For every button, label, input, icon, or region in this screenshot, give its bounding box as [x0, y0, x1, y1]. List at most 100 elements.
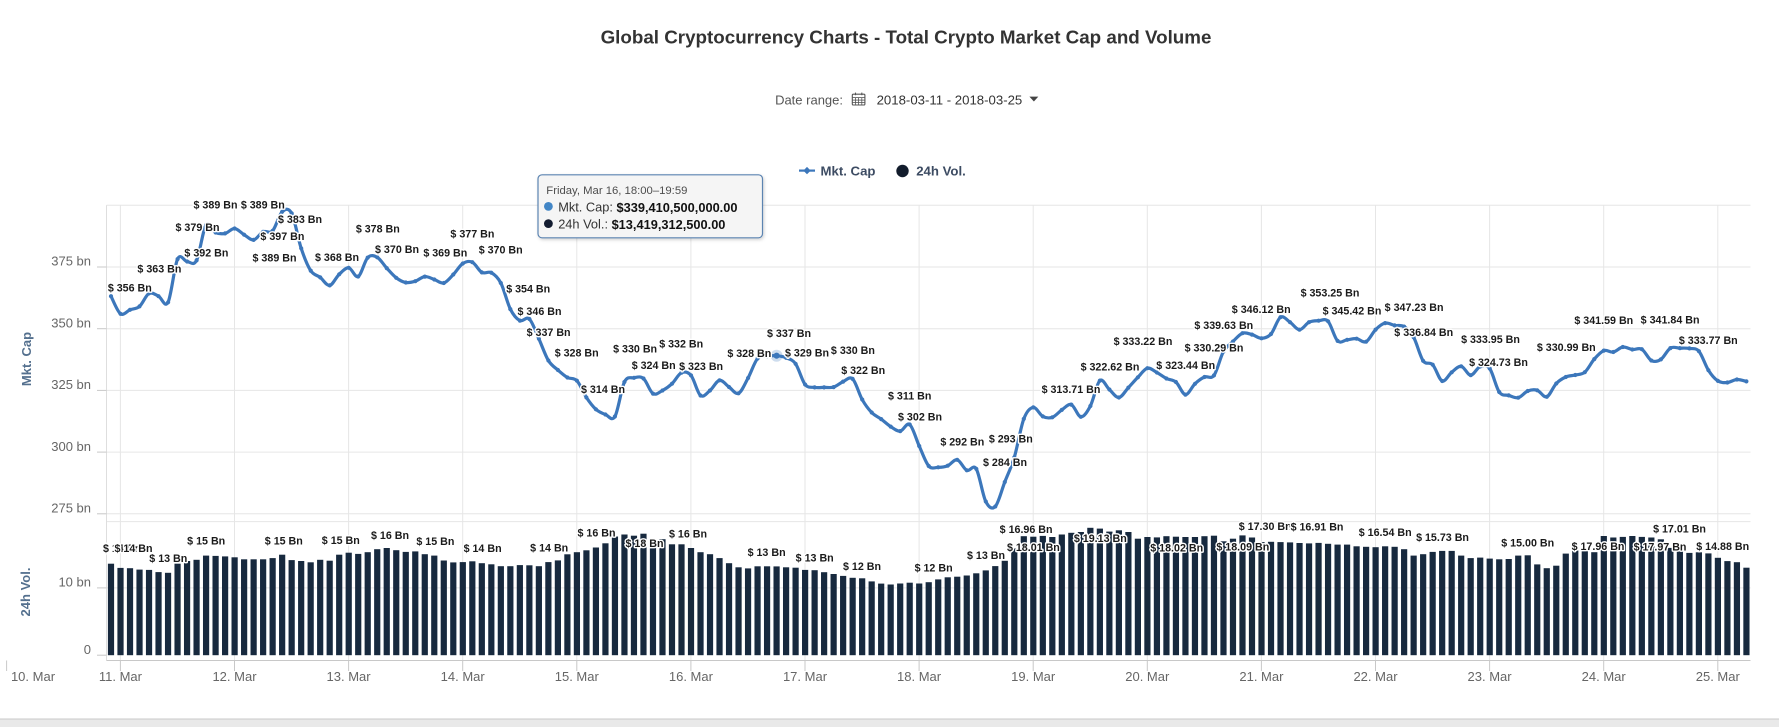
- svg-text:24h Vol.: 24h Vol.: [916, 163, 966, 178]
- svg-text:$ 389 Bn: $ 389 Bn: [241, 199, 285, 211]
- svg-text:$ 322.62 Bn: $ 322.62 Bn: [1081, 362, 1140, 374]
- svg-text:17. Mar: 17. Mar: [783, 669, 828, 684]
- svg-text:$ 15 Bn: $ 15 Bn: [416, 536, 454, 548]
- svg-text:21. Mar: 21. Mar: [1239, 669, 1284, 684]
- svg-text:$ 16.54 Bn: $ 16.54 Bn: [1359, 527, 1412, 539]
- svg-text:10. Mar: 10. Mar: [11, 669, 56, 684]
- svg-text:$ 12 Bn: $ 12 Bn: [915, 563, 953, 575]
- svg-text:300 bn: 300 bn: [51, 439, 91, 454]
- svg-text:$ 16 Bn: $ 16 Bn: [577, 527, 615, 539]
- svg-text:$ 18.09 Bn: $ 18.09 Bn: [1216, 542, 1269, 554]
- svg-text:$ 383 Bn: $ 383 Bn: [278, 214, 322, 226]
- svg-text:$ 378 Bn: $ 378 Bn: [356, 224, 400, 236]
- svg-text:$ 330 Bn: $ 330 Bn: [831, 345, 875, 357]
- svg-text:$ 313.71 Bn: $ 313.71 Bn: [1042, 384, 1101, 396]
- svg-text:$ 330.29 Bn: $ 330.29 Bn: [1185, 343, 1244, 355]
- svg-text:$ 314 Bn: $ 314 Bn: [581, 384, 625, 396]
- svg-text:$ 324 Bn: $ 324 Bn: [632, 360, 676, 372]
- svg-text:350 bn: 350 bn: [51, 315, 91, 330]
- svg-text:$ 13 Bn: $ 13 Bn: [748, 547, 786, 559]
- svg-text:$ 12 Bn: $ 12 Bn: [843, 561, 881, 573]
- svg-text:Global Cryptocurrency Charts -: Global Cryptocurrency Charts - Total Cry…: [601, 27, 1212, 48]
- svg-text:16. Mar: 16. Mar: [669, 669, 714, 684]
- svg-text:$ 14 Bn: $ 14 Bn: [530, 543, 568, 555]
- svg-text:$ 17.01 Bn: $ 17.01 Bn: [1653, 523, 1706, 535]
- svg-text:Friday, Mar 16, 18:00–19:59: Friday, Mar 16, 18:00–19:59: [546, 185, 687, 197]
- svg-text:Mkt. Cap: $339,410,500,000.00: Mkt. Cap: $339,410,500,000.00: [558, 199, 737, 214]
- svg-text:$ 397 Bn: $ 397 Bn: [260, 231, 304, 243]
- svg-text:$ 389 Bn: $ 389 Bn: [194, 199, 238, 211]
- svg-text:24h Vol.: $13,419,312,500.00: 24h Vol.: $13,419,312,500.00: [558, 217, 725, 232]
- svg-text:$ 370 Bn: $ 370 Bn: [479, 245, 523, 257]
- svg-text:$ 354 Bn: $ 354 Bn: [506, 283, 550, 295]
- svg-text:$ 392 Bn: $ 392 Bn: [184, 248, 228, 260]
- svg-text:$ 389 Bn: $ 389 Bn: [253, 253, 297, 265]
- svg-text:$ 379 Bn: $ 379 Bn: [176, 222, 220, 234]
- svg-text:$ 14.88 Bn: $ 14.88 Bn: [1696, 541, 1749, 553]
- svg-text:0: 0: [84, 642, 91, 657]
- svg-text:$ 284 Bn: $ 284 Bn: [983, 457, 1027, 469]
- svg-text:19. Mar: 19. Mar: [1011, 669, 1056, 684]
- svg-text:$ 324.73 Bn: $ 324.73 Bn: [1469, 357, 1528, 369]
- svg-text:$ 15 Bn: $ 15 Bn: [187, 535, 225, 547]
- svg-text:14. Mar: 14. Mar: [441, 669, 486, 684]
- svg-text:$ 293 Bn: $ 293 Bn: [989, 434, 1033, 446]
- svg-text:20. Mar: 20. Mar: [1125, 669, 1170, 684]
- svg-text:$ 311 Bn: $ 311 Bn: [888, 390, 931, 402]
- svg-text:$ 19.13 Bn: $ 19.13 Bn: [1074, 533, 1127, 545]
- svg-text:22. Mar: 22. Mar: [1353, 669, 1398, 684]
- svg-text:$ 337 Bn: $ 337 Bn: [767, 328, 811, 340]
- svg-text:$ 346 Bn: $ 346 Bn: [518, 306, 562, 318]
- svg-text:25. Mar: 25. Mar: [1696, 669, 1741, 684]
- svg-text:$ 16.96 Bn: $ 16.96 Bn: [1000, 524, 1053, 536]
- svg-text:$ 16 Bn: $ 16 Bn: [371, 530, 409, 542]
- svg-text:$ 322 Bn: $ 322 Bn: [841, 365, 885, 377]
- svg-text:15. Mar: 15. Mar: [555, 669, 600, 684]
- svg-text:Mkt. Cap: Mkt. Cap: [821, 163, 876, 178]
- svg-text:$ 328 Bn: $ 328 Bn: [555, 348, 599, 360]
- svg-text:2018-03-11 - 2018-03-25: 2018-03-11 - 2018-03-25: [877, 93, 1023, 108]
- svg-text:275 bn: 275 bn: [51, 501, 91, 516]
- svg-text:$ 16.91 Bn: $ 16.91 Bn: [1291, 522, 1344, 534]
- svg-text:$ 370 Bn: $ 370 Bn: [375, 244, 419, 256]
- svg-text:$ 333.95 Bn: $ 333.95 Bn: [1461, 334, 1520, 346]
- svg-text:$ 18.02 Bn: $ 18.02 Bn: [1150, 543, 1203, 555]
- svg-text:$ 330.99 Bn: $ 330.99 Bn: [1537, 342, 1596, 354]
- svg-text:$ 345.42 Bn: $ 345.42 Bn: [1323, 306, 1382, 318]
- svg-text:$ 333.77 Bn: $ 333.77 Bn: [1679, 335, 1738, 347]
- svg-text:$ 15.00 Bn: $ 15.00 Bn: [1501, 537, 1554, 549]
- svg-text:$ 341.84 Bn: $ 341.84 Bn: [1641, 315, 1700, 327]
- svg-text:$ 14 Bn: $ 14 Bn: [103, 543, 141, 555]
- svg-text:$ 13 Bn: $ 13 Bn: [967, 550, 1005, 562]
- svg-text:$ 18.01 Bn: $ 18.01 Bn: [1007, 542, 1060, 554]
- svg-text:$ 14 Bn: $ 14 Bn: [464, 543, 502, 555]
- svg-text:$ 333.22 Bn: $ 333.22 Bn: [1114, 336, 1173, 348]
- svg-text:$ 17.30 Bn: $ 17.30 Bn: [1239, 521, 1292, 533]
- svg-text:$ 15 Bn: $ 15 Bn: [322, 535, 360, 547]
- svg-text:$ 16 Bn: $ 16 Bn: [669, 529, 707, 541]
- svg-text:23. Mar: 23. Mar: [1468, 669, 1513, 684]
- svg-text:$ 15.73 Bn: $ 15.73 Bn: [1416, 532, 1469, 544]
- svg-text:$ 369 Bn: $ 369 Bn: [423, 248, 467, 260]
- svg-text:$ 330 Bn: $ 330 Bn: [613, 344, 657, 356]
- svg-text:$ 329 Bn: $ 329 Bn: [785, 348, 829, 360]
- svg-text:$ 332 Bn: $ 332 Bn: [659, 339, 703, 351]
- svg-text:11. Mar: 11. Mar: [99, 669, 143, 684]
- svg-text:$ 323.44 Bn: $ 323.44 Bn: [1156, 360, 1215, 372]
- svg-text:$ 328 Bn: $ 328 Bn: [727, 348, 771, 360]
- svg-text:$ 346.12 Bn: $ 346.12 Bn: [1232, 304, 1291, 316]
- svg-text:Date range:: Date range:: [775, 93, 843, 108]
- svg-text:$ 13 Bn: $ 13 Bn: [149, 553, 187, 565]
- svg-text:24h Vol.: 24h Vol.: [18, 568, 33, 617]
- svg-text:$ 368 Bn: $ 368 Bn: [315, 252, 359, 264]
- svg-text:$ 17.96 Bn: $ 17.96 Bn: [1572, 541, 1625, 553]
- svg-text:$ 323 Bn: $ 323 Bn: [679, 361, 723, 373]
- svg-text:13. Mar: 13. Mar: [327, 669, 372, 684]
- svg-text:$ 353.25 Bn: $ 353.25 Bn: [1301, 288, 1360, 300]
- svg-text:$ 13 Bn: $ 13 Bn: [796, 553, 834, 565]
- svg-text:$ 339.63 Bn: $ 339.63 Bn: [1194, 320, 1253, 332]
- svg-text:375 bn: 375 bn: [51, 254, 91, 269]
- svg-text:$ 377 Bn: $ 377 Bn: [450, 228, 494, 240]
- svg-text:12. Mar: 12. Mar: [212, 669, 257, 684]
- svg-text:24. Mar: 24. Mar: [1582, 669, 1627, 684]
